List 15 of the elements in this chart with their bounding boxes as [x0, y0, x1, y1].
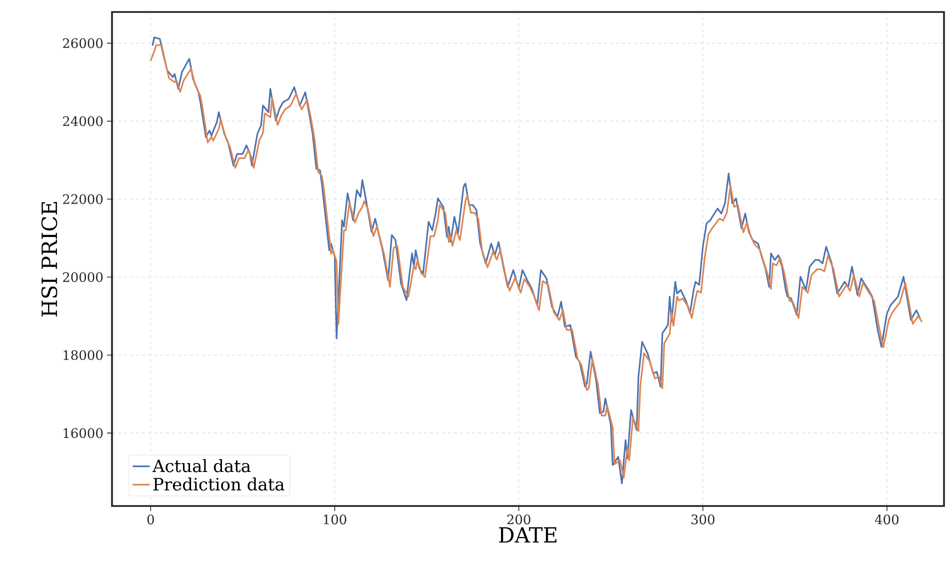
y-tick-label: 24000	[62, 116, 103, 126]
x-tick-label: 100	[324, 514, 346, 524]
x-tick-label: 300	[691, 514, 714, 524]
legend-label: Prediction data	[153, 477, 284, 491]
x-tick-label: 200	[507, 514, 530, 524]
x-tick-label: 400	[874, 514, 898, 524]
y-tick-label: 26000	[62, 38, 103, 48]
y-tick-label: 18000	[64, 350, 103, 360]
y-axis-title: HSI PRICE	[41, 202, 58, 316]
legend-label: Actual data	[152, 459, 251, 472]
y-tick-label: 16000	[64, 428, 103, 438]
x-axis-title: DATE	[499, 527, 556, 543]
y-tick-label: 22000	[62, 194, 103, 204]
y-tick-label: 20000	[62, 272, 103, 282]
x-tick-label: 0	[147, 514, 154, 524]
